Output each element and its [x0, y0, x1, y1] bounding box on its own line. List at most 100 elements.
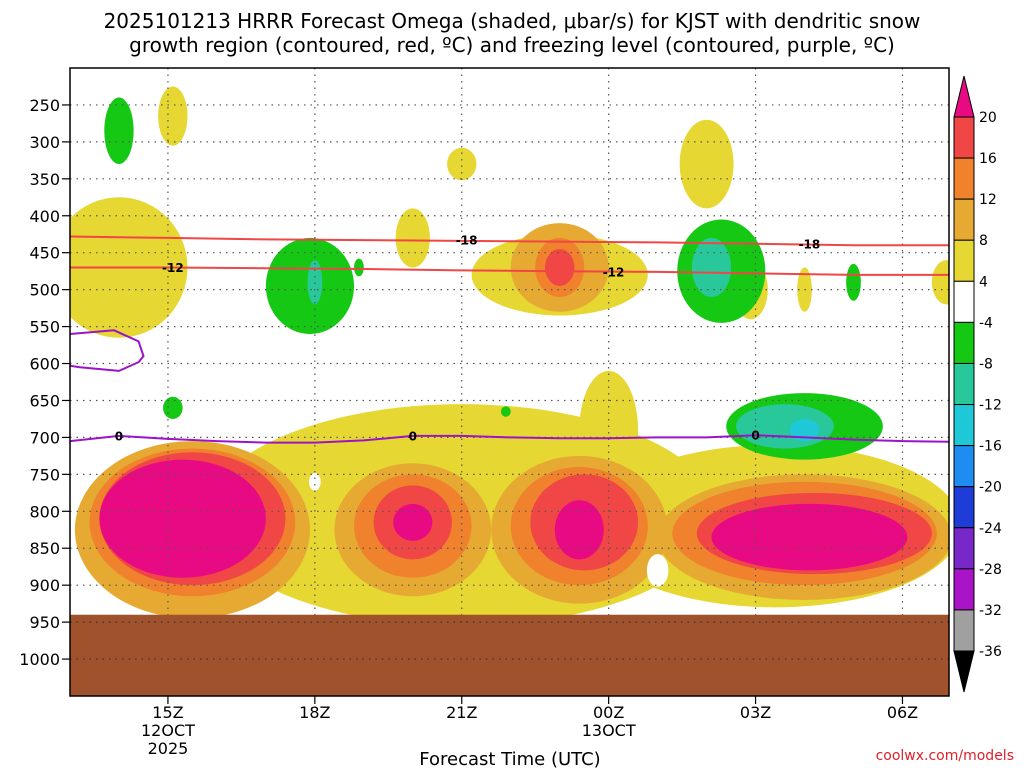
- contour-label-5: 0: [409, 429, 417, 443]
- contour-labels: -18 -18 -12 -12 0 0 0: [115, 234, 821, 444]
- omega-region-16-22: [545, 249, 575, 286]
- colorbar-label-16: 16: [979, 151, 997, 167]
- y-tick-label-300: 300: [29, 133, 60, 152]
- chart-title-line1: 2025101213 HRRR Forecast Omega (shaded, …: [104, 9, 921, 33]
- contour-label-0: -18: [456, 234, 478, 248]
- x-tick-date-15Z: 12OCT: [141, 721, 195, 740]
- plot-frame: [69, 67, 950, 697]
- contour-label-1: -18: [799, 237, 821, 251]
- colorbar-label-4: 4: [979, 274, 988, 290]
- omega-region-neg8-40: [691, 237, 732, 298]
- omega-region-neg12-42: [789, 418, 820, 442]
- contour-freezing-0-3: [70, 329, 145, 372]
- x-tick-label-03Z: 03Z: [740, 703, 771, 722]
- y-tick-label-850: 850: [29, 539, 60, 558]
- x-tick-label-00Z: 00Z: [593, 703, 624, 722]
- x-axis-label: Forecast Time (UTC): [419, 749, 600, 768]
- colorbar-label-12: 12: [979, 192, 997, 208]
- contour-label-2: -12: [162, 261, 184, 275]
- colorbar-top-arrow: [953, 75, 975, 118]
- omega-region-neg4-38: [846, 263, 861, 301]
- colorbar-band-2: [953, 198, 975, 241]
- contour-label-6: 0: [751, 429, 759, 443]
- x-tick-label-21Z: 21Z: [446, 703, 477, 722]
- x-tick-date-00Z: 13OCT: [582, 721, 636, 740]
- colorbar-bottom-arrow: [953, 650, 975, 693]
- colorbar-label-neg20: -20: [979, 480, 1002, 496]
- y-axis: 250 300 350 400 450 500 550 600 650 700 750 800 850 9…: [19, 96, 70, 669]
- colorbar-band-1: [953, 157, 975, 200]
- colorbar-label-neg8: -8: [979, 356, 993, 372]
- colorbar-label-20: 20: [979, 110, 997, 126]
- omega-gap-0: [308, 472, 321, 491]
- colorbar-label-neg4: -4: [979, 315, 993, 331]
- ground-below-surface: [70, 614, 949, 696]
- colorbar-label-neg36: -36: [979, 644, 1002, 660]
- colorbar-band-9: [953, 486, 975, 529]
- contour-snow_growth-neg18-0: [70, 235, 949, 247]
- y-tick-label-550: 550: [29, 318, 60, 337]
- y-tick-label-500: 500: [29, 281, 60, 300]
- x-tick-year-15Z: 2025: [148, 739, 189, 758]
- colorbar-band-6: [953, 362, 975, 406]
- colorbar-label-neg28: -28: [979, 562, 1002, 578]
- contour-freezing-0-2: [70, 434, 949, 444]
- contour-snow_growth-neg12-1: [70, 266, 949, 276]
- colorbar-label-neg16: -16: [979, 439, 1002, 455]
- colorbar-label-8: 8: [979, 233, 988, 249]
- y-tick-label-1000: 1000: [19, 650, 60, 669]
- colorbar-band-4: [953, 280, 975, 323]
- gridlines: [70, 68, 949, 696]
- omega-region-neg4-31: [104, 97, 134, 165]
- omega-region-neg4-37: [354, 258, 364, 277]
- colorbar-band-5: [953, 321, 975, 364]
- omega-gap-1: [646, 554, 669, 587]
- x-tick-label-06Z: 06Z: [887, 703, 918, 722]
- colorbar-band-8: [953, 445, 975, 488]
- omega-region-20-29: [554, 500, 604, 560]
- colorbar-label-neg32: -32: [979, 603, 1002, 619]
- colorbar-band-11: [953, 568, 975, 611]
- y-tick-label-350: 350: [29, 170, 60, 189]
- colorbar-band-3: [953, 239, 975, 282]
- contour-lines: [70, 235, 949, 444]
- colorbar: 20 16 12 8 4 -4 -8 -12 -16 -20 -24 -28 -32 -36: [953, 75, 1002, 693]
- omega-region-4-8: [931, 260, 949, 305]
- y-tick-label-750: 750: [29, 465, 60, 484]
- y-tick-label-950: 950: [29, 613, 60, 632]
- chart-title-line2: growth region (contoured, red, ºC) and f…: [129, 33, 895, 57]
- omega-region-4-4: [679, 119, 734, 209]
- y-tick-label-650: 650: [29, 391, 60, 410]
- plot-area: -18 -18 -12 -12 0 0 0: [70, 68, 949, 696]
- omega-region-4-3: [447, 147, 477, 181]
- x-tick-label-15Z: 15Z: [152, 703, 183, 722]
- y-tick-label-400: 400: [29, 207, 60, 226]
- y-tick-label-250: 250: [29, 96, 60, 115]
- omega-shading: [70, 86, 949, 626]
- y-tick-label-900: 900: [29, 576, 60, 595]
- colorbar-label-neg12: -12: [979, 398, 1002, 414]
- colorbar-band-7: [953, 404, 975, 447]
- colorbar-band-10: [953, 527, 975, 570]
- omega-region-20-30: [711, 503, 908, 571]
- contour-label-3: -12: [603, 265, 625, 279]
- colorbar-band-12: [953, 609, 975, 652]
- colorbar-label-neg24: -24: [979, 521, 1002, 537]
- y-tick-label-700: 700: [29, 428, 60, 447]
- omega-region-20-27: [99, 459, 266, 578]
- y-tick-label-800: 800: [29, 502, 60, 521]
- y-tick-label-600: 600: [29, 355, 60, 374]
- omega-region-20-28: [393, 503, 433, 541]
- y-tick-label-450: 450: [29, 244, 60, 263]
- omega-region-neg4-36: [500, 406, 511, 417]
- omega-region-4-2: [395, 208, 430, 268]
- omega-region-neg4-35: [163, 396, 183, 419]
- credit-link[interactable]: coolwx.com/models: [876, 748, 1014, 764]
- x-tick-label-18Z: 18Z: [299, 703, 330, 722]
- omega-region-4-1: [158, 86, 188, 146]
- omega-region-neg8-39: [307, 260, 323, 305]
- contour-label-4: 0: [115, 429, 123, 443]
- colorbar-band-0: [953, 116, 975, 159]
